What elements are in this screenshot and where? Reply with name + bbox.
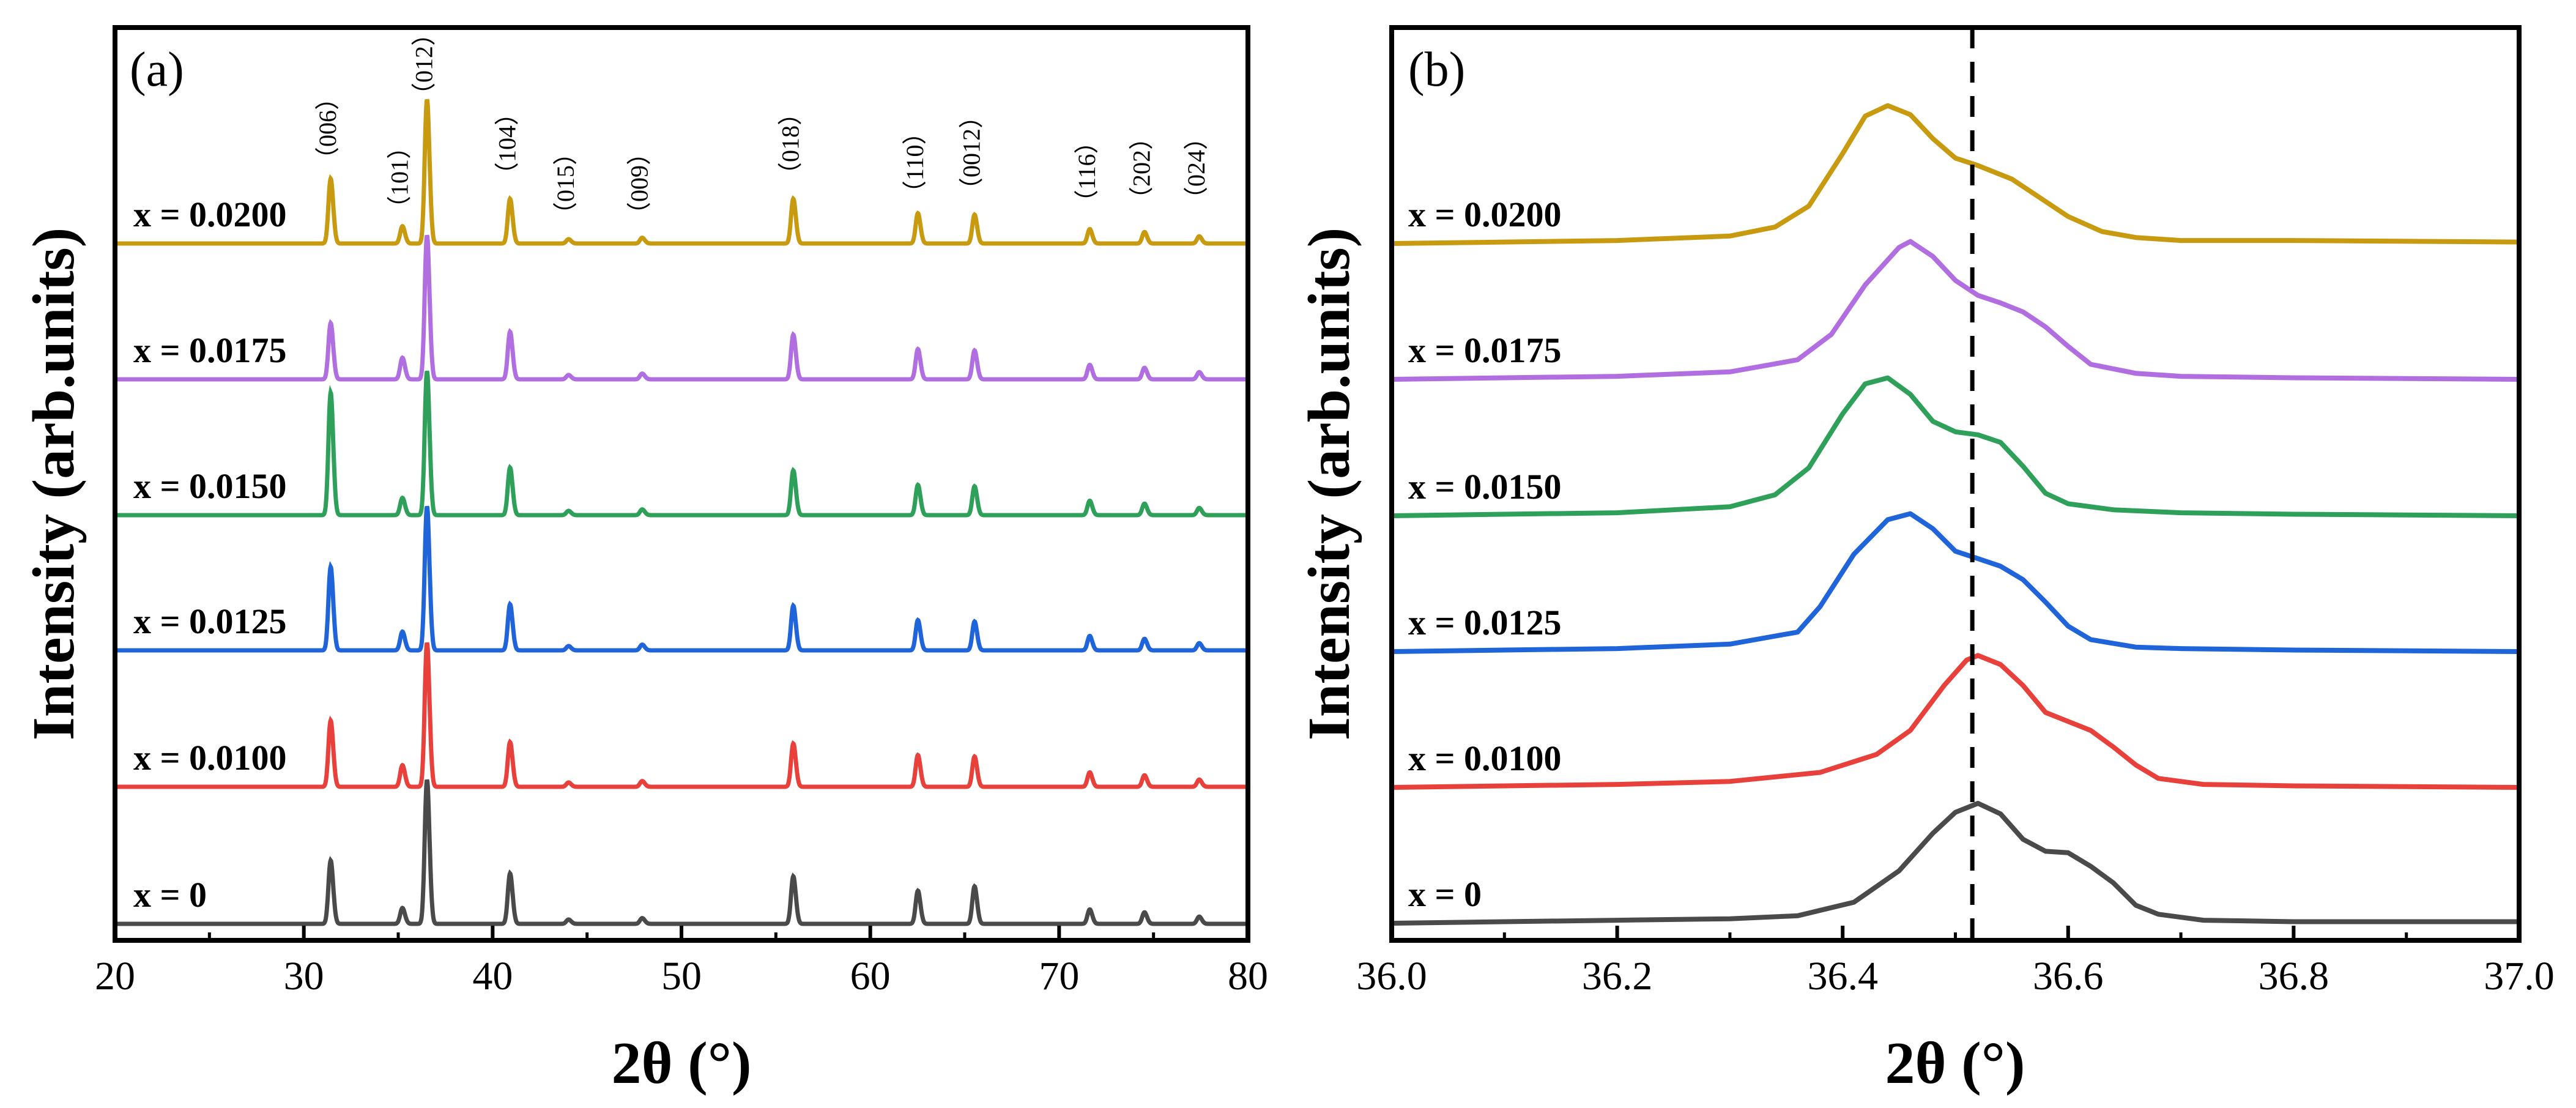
- peak-label: （018）: [776, 101, 804, 187]
- sample-label: x = 0.0100: [133, 738, 287, 778]
- panel-a: （006） （101） （012） （104） （015） （009） （018） （110）…: [21, 21, 1268, 1096]
- series-b-x0: [1391, 801, 2519, 926]
- peak-label: （015）: [552, 141, 579, 226]
- peak-label: （0012）: [958, 104, 985, 202]
- sample-label: x = 0: [133, 875, 207, 915]
- tick-label: 37.0: [2484, 954, 2555, 998]
- sample-label: x = 0: [1408, 874, 1482, 914]
- x-axis-title-a: 2θ (°): [611, 1030, 751, 1096]
- series-b-x00200: [1391, 103, 2520, 246]
- series-a-x0: [115, 779, 1248, 926]
- peak-label: （110）: [901, 120, 929, 205]
- peak-label: （024）: [1182, 125, 1210, 211]
- tick-label: 36.4: [1807, 954, 1878, 998]
- peak-label: （104）: [493, 101, 521, 187]
- sample-label: x = 0.0175: [133, 330, 287, 370]
- series-b-x00100: [1391, 653, 2520, 790]
- sample-label: x = 0.0100: [1408, 738, 1562, 778]
- y-axis-title-b: Intensity (arb.units): [1296, 228, 1362, 741]
- peak-label: （101）: [385, 135, 413, 220]
- y-axis-title-a: Intensity (arb.units): [21, 228, 87, 741]
- x-ticks-a: 20 30 40 50 60 70 80: [95, 926, 1268, 998]
- sample-label: x = 0.0200: [1408, 195, 1562, 234]
- tick-label: 36.0: [1356, 954, 1427, 998]
- peak-labels: （006） （101） （012） （104） （015） （009） （018） （110）…: [314, 21, 1210, 226]
- tick-label: 36.6: [2033, 954, 2104, 998]
- series-a-x00100: [115, 642, 1248, 789]
- tick-label: 36.2: [1582, 954, 1653, 998]
- plot-a-series: [115, 99, 1248, 926]
- tick-label: 40: [472, 954, 513, 998]
- series-b-x00150: [1391, 375, 2520, 518]
- tick-label: 60: [850, 954, 891, 998]
- peak-label: （009）: [625, 141, 653, 226]
- panel-label-a: (a): [130, 43, 184, 97]
- panel-b: x = 0.0200 x = 0.0175 x = 0.0150 x = 0.0125…: [1296, 25, 2555, 1096]
- panel-label-b: (b): [1408, 43, 1465, 97]
- series-b-x00125: [1391, 511, 2520, 654]
- tick-label: 70: [1039, 954, 1079, 998]
- series-a-x00150: [115, 370, 1248, 518]
- peak-label: （012）: [410, 21, 437, 107]
- sample-label: x = 0.0150: [133, 466, 287, 506]
- tick-label: 50: [661, 954, 702, 998]
- sample-label: x = 0.0200: [133, 195, 287, 234]
- sample-labels-a: x = 0.0200 x = 0.0175 x = 0.0150 x = 0.0125…: [133, 195, 287, 915]
- series-a-x00125: [115, 505, 1248, 653]
- series-a-x00175: [115, 234, 1248, 382]
- x-axis-title-b: 2θ (°): [1885, 1030, 2025, 1096]
- tick-label: 80: [1228, 954, 1268, 998]
- peak-label: （202）: [1127, 125, 1155, 211]
- tick-label: 30: [284, 954, 324, 998]
- tick-label: 20: [95, 954, 135, 998]
- peak-label: （116）: [1073, 129, 1101, 214]
- x-ticks-b: 36.0 36.2 36.4 36.6 36.8 37.0: [1356, 926, 2555, 998]
- peak-label: （006）: [314, 86, 341, 171]
- sample-label: x = 0.0175: [1408, 330, 1562, 370]
- sample-label: x = 0.0150: [1408, 467, 1562, 507]
- tick-label: 36.8: [2259, 954, 2329, 998]
- sample-label: x = 0.0125: [1408, 603, 1562, 642]
- sample-label: x = 0.0125: [133, 601, 287, 641]
- plot-b-series: [1391, 103, 2520, 926]
- series-a-x00200: [115, 99, 1248, 246]
- series-b-x00175: [1391, 239, 2520, 382]
- sample-labels-b: x = 0.0200 x = 0.0175 x = 0.0150 x = 0.0125…: [1408, 195, 1562, 914]
